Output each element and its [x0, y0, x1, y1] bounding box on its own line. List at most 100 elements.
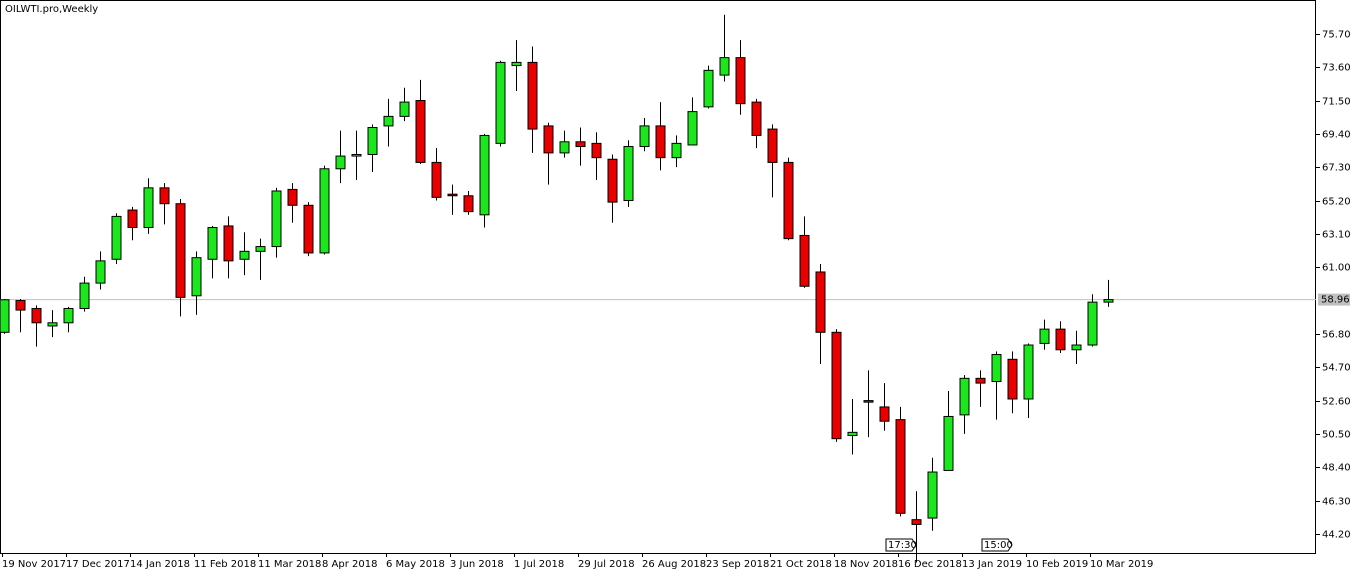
x-tick-label: 1 Jul 2018	[514, 559, 564, 570]
y-tick-label: 48.40	[1322, 463, 1351, 474]
candle-body	[655, 125, 666, 159]
candle-body	[1007, 358, 1018, 400]
candle-body	[607, 158, 618, 203]
candle-body	[815, 271, 826, 333]
candle-body	[79, 282, 90, 309]
x-tick-label: 21 Oct 2018	[770, 559, 832, 570]
candle-body	[47, 322, 58, 327]
y-tick-label: 50.50	[1322, 430, 1351, 441]
x-tick-label: 11 Mar 2018	[258, 559, 321, 570]
y-tick-label: 52.60	[1322, 397, 1351, 408]
annotation-label: 17:30	[888, 540, 917, 551]
candle-body	[847, 431, 858, 437]
y-tick-label: 71.50	[1322, 97, 1351, 108]
candle-body	[975, 377, 986, 384]
candle-body	[735, 57, 746, 105]
candle-body	[943, 415, 954, 471]
candle-body	[527, 61, 538, 130]
candle-body	[783, 161, 794, 240]
x-tick-label: 18 Nov 2018	[834, 559, 898, 570]
candle-body	[1039, 328, 1050, 344]
y-tick-label: 56.80	[1322, 330, 1351, 341]
x-tick-label: 26 Aug 2018	[642, 559, 706, 570]
y-tick-label: 63.10	[1322, 230, 1351, 241]
candle-body	[207, 227, 218, 260]
last-price-box	[1318, 293, 1350, 306]
candle-body	[63, 307, 74, 324]
candle-body	[0, 299, 10, 333]
candle-body	[239, 250, 250, 260]
candle-body	[1103, 299, 1114, 303]
candle-body	[863, 400, 874, 403]
x-tick-label: 13 Jan 2019	[962, 559, 1022, 570]
candle-body	[991, 354, 1002, 383]
plot-frame	[0, 0, 1316, 554]
x-tick-label: 6 May 2018	[386, 559, 445, 570]
candle-body	[431, 161, 442, 198]
y-tick-label: 65.20	[1322, 197, 1351, 208]
candle-body	[575, 141, 586, 148]
candle-body	[303, 204, 314, 254]
y-tick-label: 69.40	[1322, 130, 1351, 141]
y-tick-label: 75.70	[1322, 30, 1351, 41]
x-tick-label: 10 Feb 2019	[1026, 559, 1088, 570]
candle-body	[367, 126, 378, 155]
x-tick-label: 29 Jul 2018	[578, 559, 635, 570]
last-price-label: 58.96	[1321, 295, 1350, 306]
candle-body	[879, 406, 890, 422]
candle-body	[911, 519, 922, 525]
candle-body	[223, 225, 234, 262]
candle-body	[287, 188, 298, 206]
candle-body	[95, 260, 106, 284]
annotation-box	[981, 538, 1013, 552]
y-tick-label: 44.20	[1322, 530, 1351, 541]
candle-body	[175, 203, 186, 298]
candle-body	[1023, 344, 1034, 400]
candle-body	[719, 57, 730, 76]
y-tick-label: 46.30	[1322, 497, 1351, 508]
y-tick-label: 61.00	[1322, 263, 1351, 274]
candle-body	[543, 125, 554, 154]
candle-body	[687, 111, 698, 146]
candle-body	[383, 115, 394, 127]
candle-body	[591, 142, 602, 159]
candle-body	[559, 141, 570, 154]
candle-body	[623, 146, 634, 202]
candle-body	[751, 101, 762, 136]
candle-body	[335, 155, 346, 170]
y-tick-label: 67.30	[1322, 163, 1351, 174]
candle-body	[319, 168, 330, 254]
candle-body	[351, 153, 362, 157]
candle-body	[463, 195, 474, 213]
candle-body	[15, 300, 26, 311]
candle-body	[143, 187, 154, 229]
x-tick-label: 16 Dec 2018	[898, 559, 962, 570]
x-tick-label: 17 Dec 2017	[66, 559, 130, 570]
candle-body	[1087, 301, 1098, 346]
candle-body	[399, 101, 410, 117]
candle-body	[255, 246, 266, 252]
candle-body	[1055, 328, 1066, 351]
candle-body	[959, 377, 970, 416]
candle-body	[127, 209, 138, 229]
x-tick-label: 19 Nov 2017	[2, 559, 66, 570]
candle-body	[1071, 344, 1082, 351]
candle-body	[31, 307, 42, 324]
annotation-box	[885, 538, 917, 552]
candle-body	[191, 257, 202, 297]
candle-body	[639, 125, 650, 148]
candle-body	[495, 61, 506, 144]
candle-body	[799, 234, 810, 287]
candle-body	[767, 128, 778, 163]
annotation-label: 15:00	[984, 540, 1013, 551]
candle-body	[511, 61, 522, 67]
candle-body	[415, 100, 426, 163]
candle-body	[271, 190, 282, 248]
y-tick-label: 73.60	[1322, 63, 1351, 74]
candle-body	[111, 215, 122, 260]
x-tick-label: 23 Sep 2018	[706, 559, 769, 570]
candle-body	[671, 142, 682, 159]
candle-body	[703, 69, 714, 108]
candle-body	[479, 134, 490, 216]
